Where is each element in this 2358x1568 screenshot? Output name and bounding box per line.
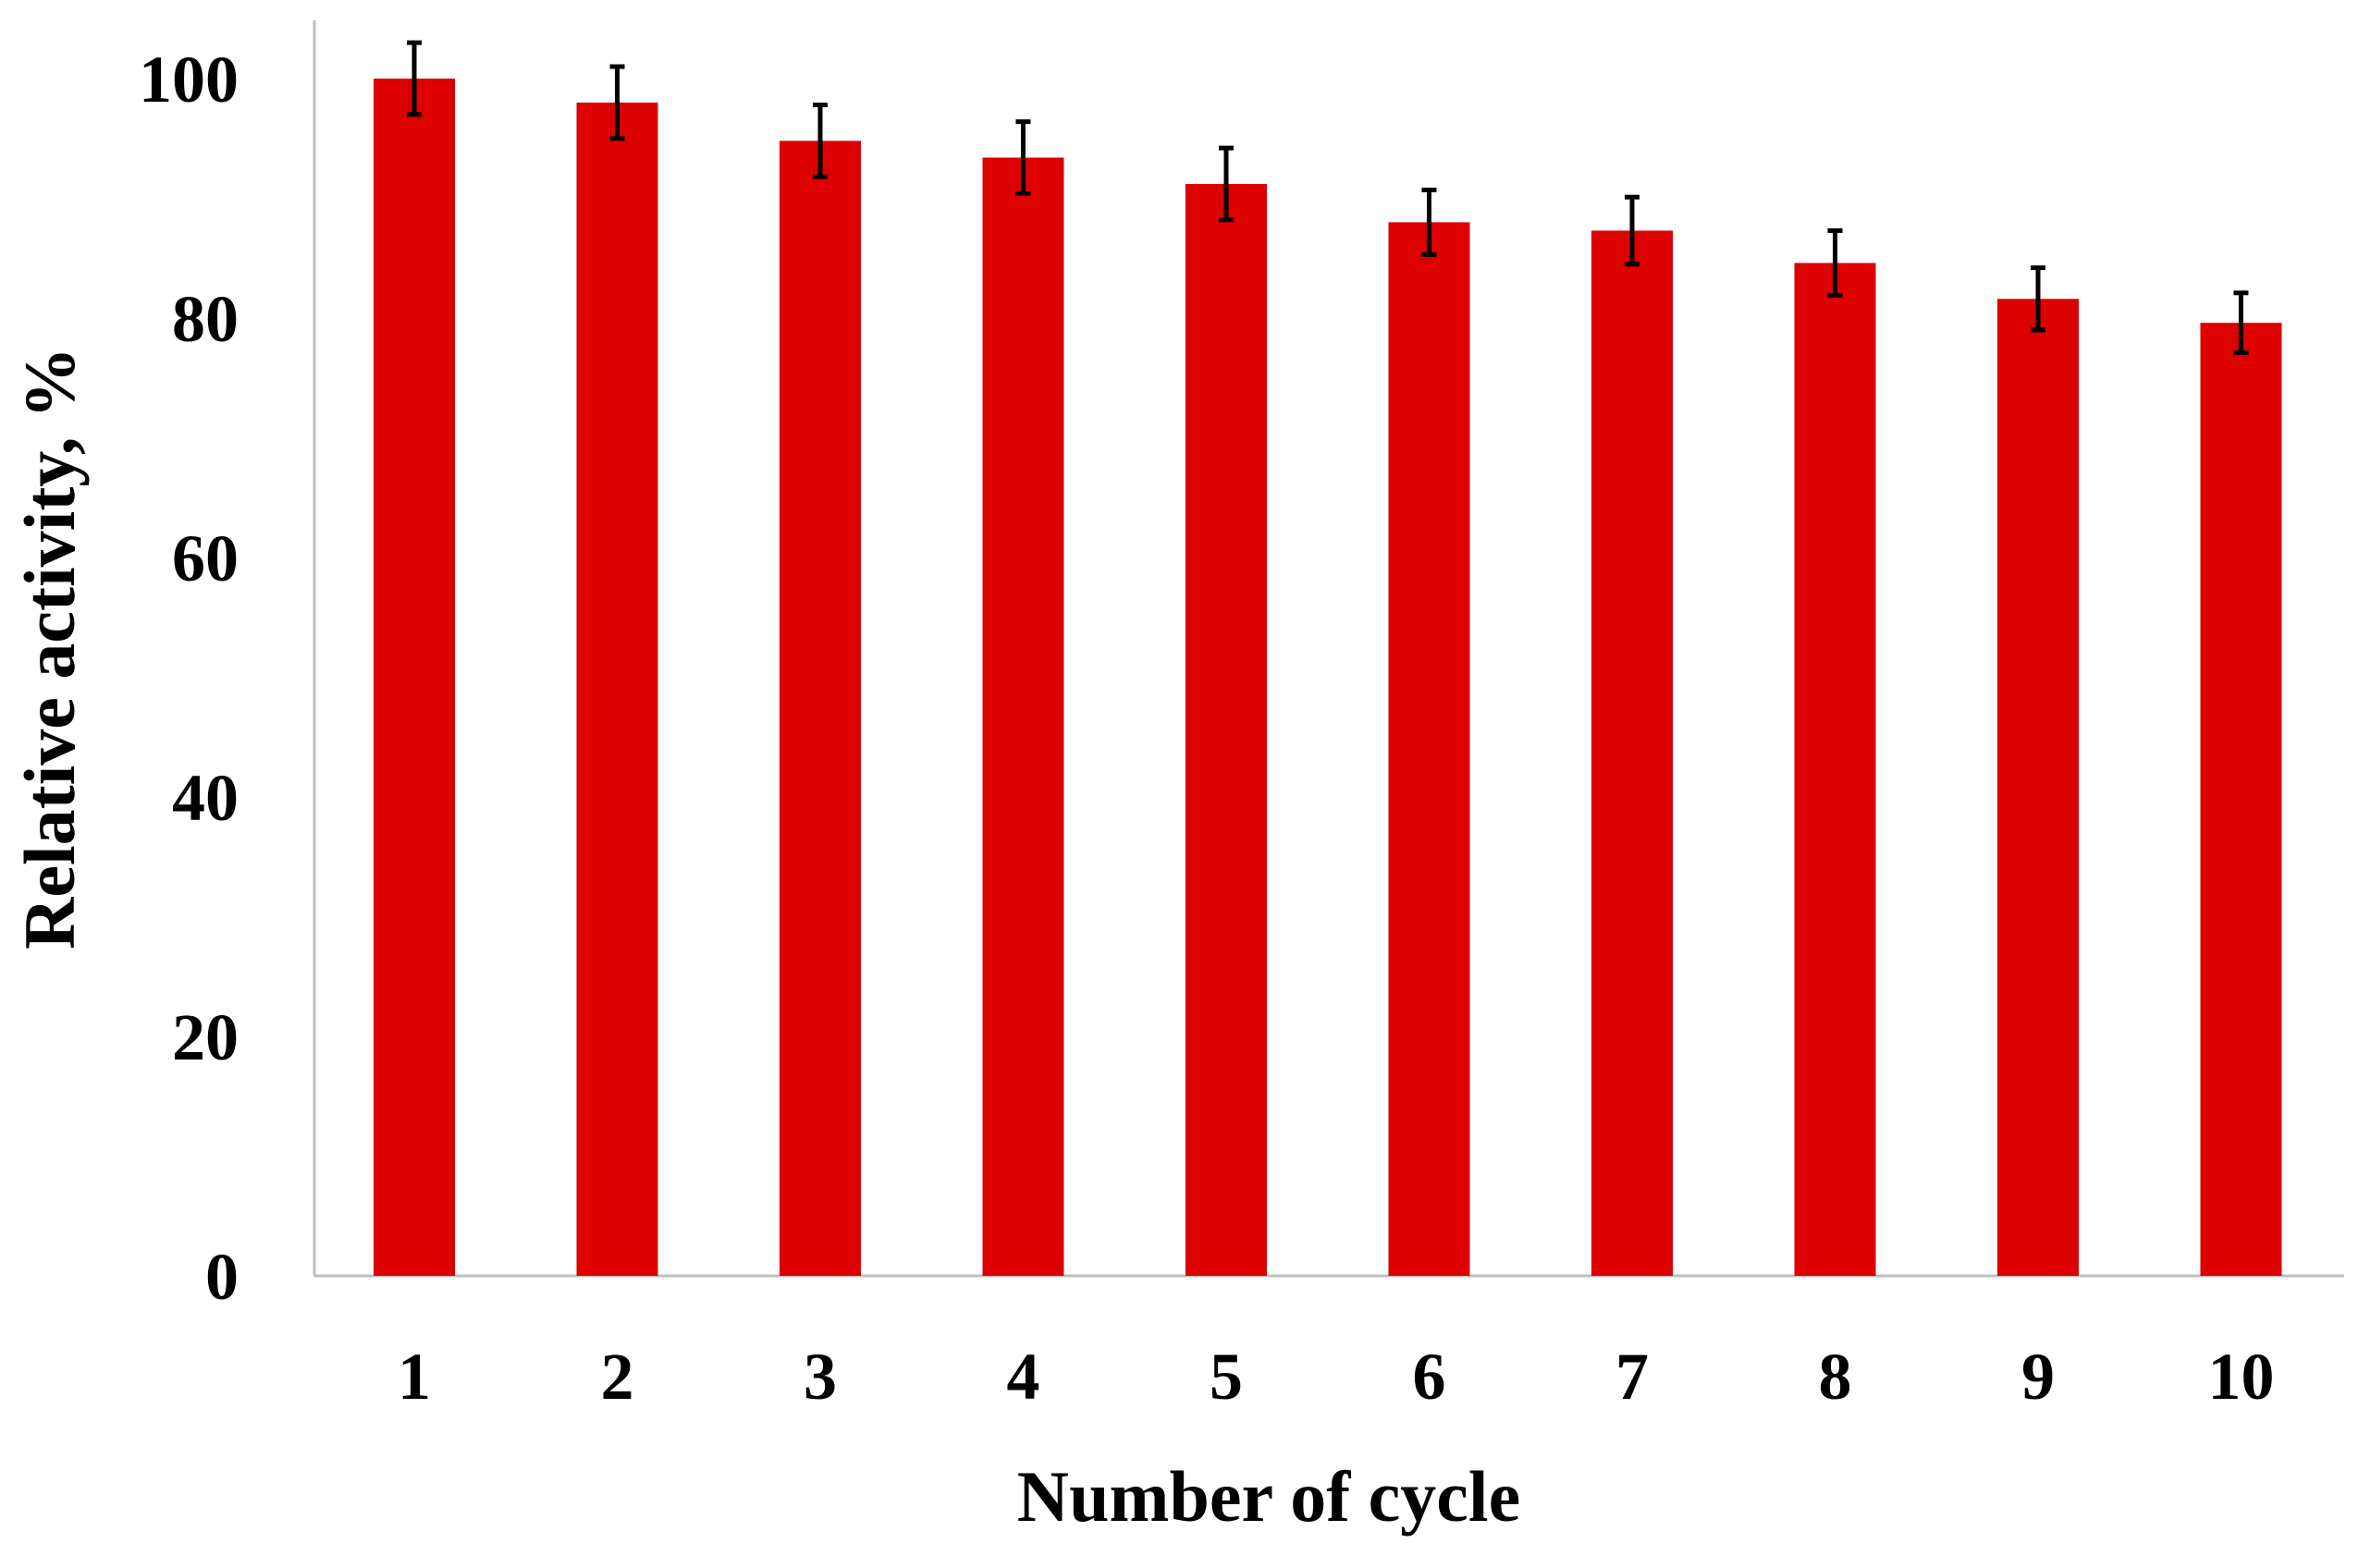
y-tick-label: 20 (172, 1000, 239, 1074)
bar-cycle-3 (780, 141, 861, 1277)
error-bar-cycle-2 (609, 64, 625, 141)
y-tick-label: 0 (205, 1240, 239, 1314)
x-axis-title: Number of cycle (1017, 1456, 1520, 1537)
error-bar-cycle-5 (1219, 145, 1234, 223)
bar-cycle-10 (2200, 323, 2282, 1277)
y-tick-label: 60 (172, 521, 239, 595)
error-bar-cycle-1 (407, 40, 422, 117)
x-tick-label: 2 (601, 1340, 634, 1414)
bar-cycle-2 (576, 102, 658, 1276)
bar-cycle-6 (1388, 222, 1470, 1276)
y-tick-label: 100 (139, 43, 239, 116)
x-tick-label: 10 (2208, 1340, 2275, 1414)
x-tick-label: 9 (2021, 1340, 2055, 1414)
x-tick-labels: 1 2 3 4 5 6 7 8 9 10 (398, 1340, 2275, 1414)
bar-cycle-9 (1997, 299, 2079, 1276)
error-bar-cycle-6 (1421, 187, 1437, 257)
y-tick-label: 80 (172, 282, 239, 356)
x-tick-label: 1 (398, 1340, 431, 1414)
error-bar-cycle-10 (2233, 290, 2249, 356)
error-bar-cycle-8 (1827, 227, 1843, 298)
y-tick-labels: 0 20 40 60 80 100 (139, 43, 239, 1314)
error-bar-cycle-3 (813, 102, 828, 179)
bar-cycle-1 (374, 79, 455, 1276)
x-tick-label: 4 (1007, 1340, 1040, 1414)
x-tick-label: 5 (1210, 1340, 1243, 1414)
x-tick-label: 7 (1615, 1340, 1649, 1414)
bar-cycle-7 (1591, 230, 1673, 1277)
x-tick-label: 6 (1413, 1340, 1446, 1414)
error-bar-cycle-4 (1015, 119, 1031, 196)
bars (374, 79, 2282, 1277)
x-tick-label: 3 (804, 1340, 837, 1414)
bar-cycle-5 (1185, 183, 1267, 1277)
x-tick-label: 8 (1819, 1340, 1852, 1414)
error-bar-cycle-7 (1625, 194, 1640, 267)
error-bar-cycle-9 (2031, 265, 2045, 333)
error-bars (407, 40, 2249, 356)
y-axis-title: Relative activity, % (9, 347, 90, 949)
bar-cycle-8 (1794, 263, 1876, 1277)
y-tick-label: 40 (172, 761, 239, 835)
bar-cycle-4 (982, 157, 1064, 1277)
